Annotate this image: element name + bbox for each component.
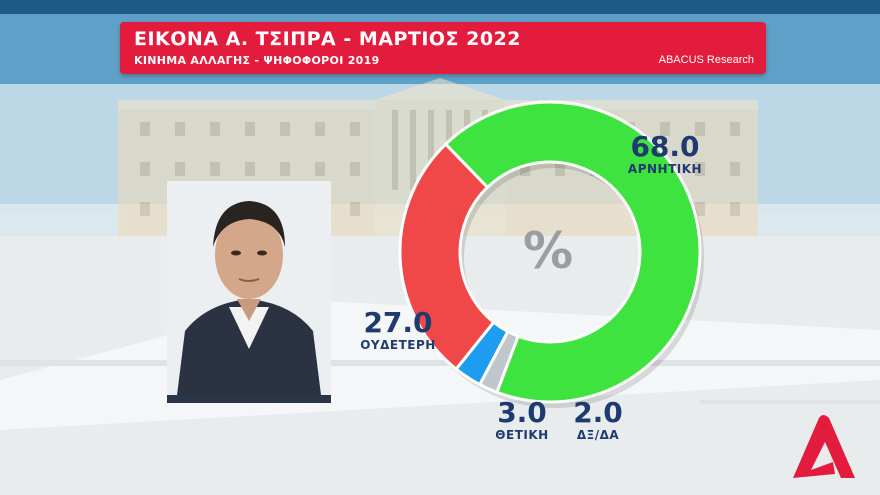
value-number: 68.0	[630, 130, 700, 163]
alpha-tv-logo	[793, 415, 855, 478]
title-banner: ΕΙΚΟΝΑ Α. ΤΣΙΠΡΑ - ΜΑΡΤΙΟΣ 2022 ΚΙΝΗΜΑ Α…	[120, 22, 766, 74]
value-label-negative: 68.0 ΑΡΝΗΤΙΚΗ	[620, 130, 710, 177]
source-label: ABACUS Research	[658, 54, 754, 66]
value-label-neutral: 27.0 ΟΥΔΕΤΕΡΗ	[352, 306, 444, 353]
category-label: ΘΕΤΙΚΗ	[495, 428, 549, 442]
value-label-positive: 3.0 ΘΕΤΙΚΗ	[486, 396, 558, 443]
donut-slice-negative	[443, 100, 702, 404]
chart-center-percent-label: %	[523, 222, 573, 280]
value-number: 3.0	[497, 396, 547, 429]
category-label: ΟΥΔΕΤΕΡΗ	[360, 338, 436, 352]
category-label: ΔΞ/ΔΑ	[576, 428, 620, 442]
chart-subtitle: ΚΙΝΗΜΑ ΑΛΛΑΓΗΣ - ΨΗΦΟΦΟΡΟΙ 2019	[134, 54, 380, 67]
category-label: ΑΡΝΗΤΙΚΗ	[627, 162, 703, 176]
portrait-illustration	[167, 181, 331, 395]
donut-slice-neutral	[398, 142, 496, 372]
value-label-dk-na: 2.0 ΔΞ/ΔΑ	[562, 396, 634, 443]
portrait-photo	[167, 181, 331, 403]
chart-title: ΕΙΚΟΝΑ Α. ΤΣΙΠΡΑ - ΜΑΡΤΙΟΣ 2022	[134, 28, 522, 50]
value-number: 2.0	[573, 396, 623, 429]
value-number: 27.0	[363, 306, 433, 339]
donut-chart	[398, 100, 704, 408]
